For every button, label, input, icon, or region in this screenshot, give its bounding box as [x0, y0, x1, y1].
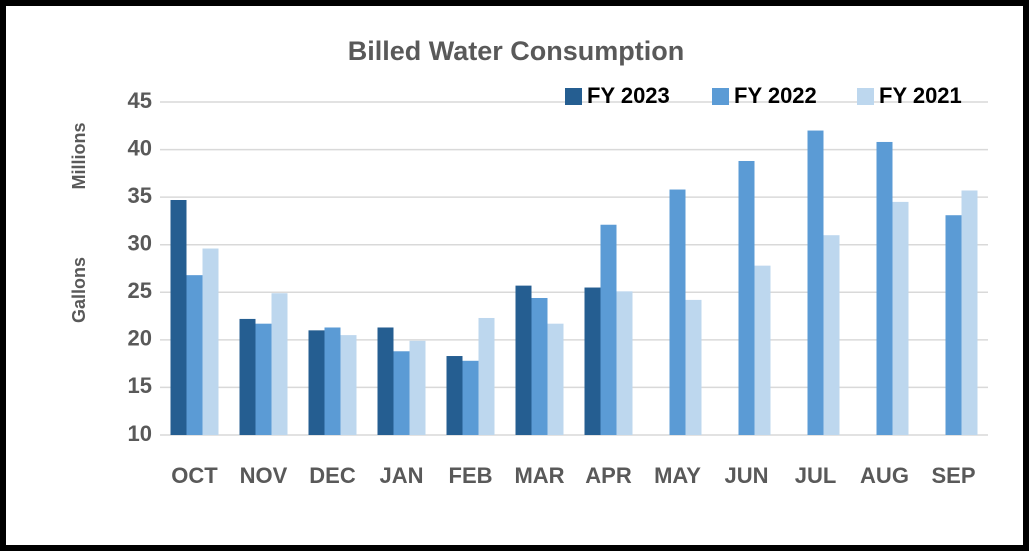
- bar: [738, 160, 755, 435]
- bar: [807, 130, 824, 436]
- y-tick-label: 20: [128, 326, 152, 351]
- bar: [478, 317, 495, 435]
- bar: [324, 327, 341, 435]
- y-tick-label: 15: [128, 373, 152, 398]
- bar: [584, 287, 601, 435]
- bar: [170, 199, 187, 435]
- legend-swatch: [712, 88, 729, 105]
- legend-swatch: [565, 88, 582, 105]
- x-tick-label: MAR: [514, 463, 564, 488]
- y-tick-label: 40: [128, 135, 152, 160]
- legend-label: FY 2022: [734, 83, 817, 108]
- bar: [271, 293, 288, 435]
- bar: [202, 248, 219, 435]
- x-tick-label: AUG: [860, 463, 909, 488]
- legend-label: FY 2021: [879, 83, 962, 108]
- y-tick-label: 45: [128, 88, 152, 113]
- y-axis-title: Gallons: [69, 257, 89, 323]
- bar: [892, 201, 909, 435]
- x-tick-label: JAN: [379, 463, 423, 488]
- y-tick-label: 30: [128, 231, 152, 256]
- x-tick-label: OCT: [171, 463, 218, 488]
- bar: [945, 215, 962, 435]
- x-tick-label: DEC: [309, 463, 356, 488]
- y-axis-unit: Millions: [69, 123, 89, 190]
- x-tick-label: SEP: [931, 463, 975, 488]
- bar: [340, 335, 357, 435]
- bar: [876, 141, 893, 435]
- x-tick-label: FEB: [449, 463, 493, 488]
- y-tick-label: 25: [128, 278, 152, 303]
- legend-swatch: [857, 88, 874, 105]
- x-tick-label: APR: [585, 463, 632, 488]
- x-tick-label: NOV: [240, 463, 288, 488]
- bar: [600, 224, 617, 435]
- bar: [515, 285, 532, 435]
- bar: [547, 323, 564, 435]
- x-tick-label: JUL: [795, 463, 837, 488]
- bar: [823, 235, 840, 435]
- x-tick-label: JUN: [724, 463, 768, 488]
- y-tick-label: 35: [128, 183, 152, 208]
- bar: [377, 327, 394, 435]
- bar: [186, 275, 203, 435]
- bar: [531, 297, 548, 435]
- bar: [393, 351, 410, 435]
- bar: [255, 323, 272, 435]
- legend-label: FY 2023: [587, 83, 670, 108]
- y-tick-label: 10: [128, 421, 152, 446]
- bar: [239, 318, 256, 435]
- bar: [961, 190, 978, 435]
- bar: [308, 330, 325, 435]
- bar: [669, 189, 686, 435]
- bar: [462, 360, 479, 435]
- chart-title: Billed Water Consumption: [348, 36, 685, 66]
- bar: [616, 291, 633, 435]
- bar: [685, 299, 702, 435]
- bar: [754, 265, 771, 435]
- bar: [446, 356, 463, 435]
- bar: [409, 340, 426, 435]
- x-tick-label: MAY: [654, 463, 701, 488]
